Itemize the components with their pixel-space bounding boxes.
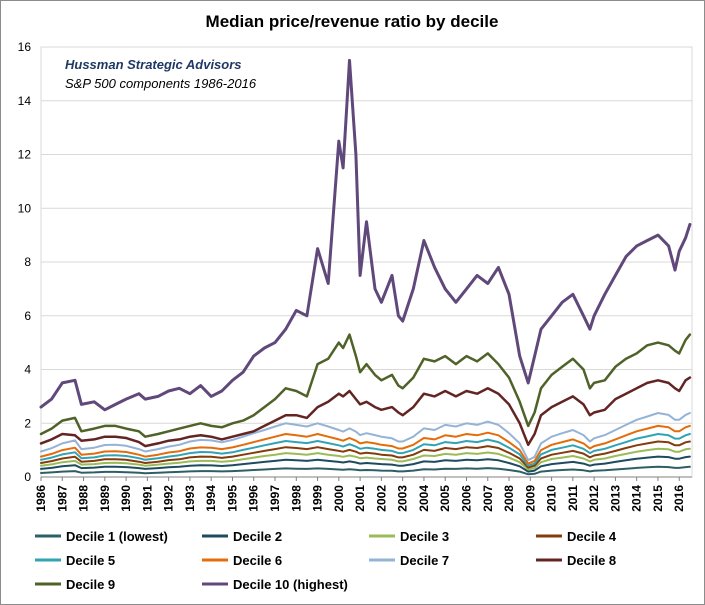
series-line bbox=[40, 455, 691, 473]
series-line bbox=[40, 465, 691, 476]
legend: Decile 1 (lowest) Decile 2 Decile 3 Decile … bbox=[35, 529, 617, 592]
y-tick-label: 4 bbox=[24, 363, 31, 377]
x-tick-label: 2015 bbox=[651, 485, 665, 512]
x-tick-label: 1986 bbox=[34, 485, 48, 512]
x-tick-label: 1991 bbox=[140, 485, 154, 512]
legend-label: Decile 5 bbox=[66, 553, 115, 568]
legend-label: Decile 10 (highest) bbox=[233, 577, 348, 592]
x-tick-label: 2006 bbox=[459, 485, 473, 512]
x-tick-label: 2007 bbox=[481, 485, 495, 512]
legend-label: Decile 8 bbox=[567, 553, 616, 568]
chart-title: Median price/revenue ratio by decile bbox=[206, 12, 499, 31]
y-axis: 0 2 4 6 8 10 12 14 16 bbox=[18, 40, 32, 484]
x-tick-label: 2014 bbox=[630, 485, 644, 512]
x-tick-label: 2003 bbox=[396, 485, 410, 512]
x-tick-label: 2001 bbox=[353, 485, 367, 512]
y-tick-label: 8 bbox=[24, 255, 31, 269]
y-tick-label: 10 bbox=[18, 201, 32, 215]
x-tick-label: 1998 bbox=[289, 485, 303, 512]
series-lines bbox=[39, 58, 692, 476]
legend-label: Decile 9 bbox=[66, 577, 115, 592]
x-tick-label: 2000 bbox=[332, 485, 346, 512]
series-line bbox=[39, 58, 692, 412]
x-tick-label: 1999 bbox=[311, 485, 325, 512]
gridlines bbox=[40, 46, 693, 478]
x-tick-label: 1996 bbox=[247, 485, 261, 512]
x-tick-label: 2005 bbox=[438, 485, 452, 512]
series-line bbox=[40, 440, 691, 469]
legend-label: Decile 2 bbox=[233, 529, 282, 544]
x-tick-label: 2011 bbox=[566, 485, 580, 511]
series-line bbox=[39, 333, 692, 438]
x-tick-label: 1995 bbox=[225, 485, 239, 512]
y-tick-label: 14 bbox=[18, 94, 32, 108]
x-tick-label: 1994 bbox=[204, 485, 218, 512]
y-tick-label: 16 bbox=[18, 40, 32, 54]
legend-label: Decile 7 bbox=[400, 553, 449, 568]
x-tick-label: 1988 bbox=[77, 485, 91, 512]
y-tick-label: 0 bbox=[24, 470, 31, 484]
x-tick-label: 2010 bbox=[545, 485, 559, 512]
series-line bbox=[40, 433, 691, 467]
x-tick-label: 1987 bbox=[55, 485, 69, 512]
x-tick-label: 1989 bbox=[98, 485, 112, 512]
legend-label: Decile 1 (lowest) bbox=[66, 529, 168, 544]
x-tick-label: 2009 bbox=[523, 485, 537, 512]
x-tick-label: 1992 bbox=[162, 485, 176, 512]
x-tick-label: 2013 bbox=[608, 485, 622, 512]
series-line bbox=[40, 424, 691, 465]
x-tick-label: 2004 bbox=[417, 485, 431, 512]
series-line bbox=[39, 376, 692, 448]
x-axis: 1986 1987 1988 1989 1990 1991 1992 1993 1994 1995… bbox=[34, 477, 686, 512]
legend-label: Decile 3 bbox=[400, 529, 449, 544]
y-tick-label: 2 bbox=[24, 416, 31, 430]
legend-label: Decile 6 bbox=[233, 553, 282, 568]
x-tick-label: 2002 bbox=[374, 485, 388, 512]
series-line bbox=[40, 412, 691, 462]
x-tick-label: 1993 bbox=[183, 485, 197, 512]
annotation-subtitle: S&P 500 components 1986-2016 bbox=[65, 76, 257, 91]
legend-label: Decile 4 bbox=[567, 529, 617, 544]
annotation-source: Hussman Strategic Advisors bbox=[65, 57, 242, 72]
x-tick-label: 1990 bbox=[119, 485, 133, 512]
x-tick-label: 2008 bbox=[502, 485, 516, 512]
x-tick-label: 1997 bbox=[268, 485, 282, 512]
y-tick-label: 6 bbox=[24, 309, 31, 323]
series-line bbox=[40, 447, 691, 471]
x-tick-label: 2016 bbox=[672, 485, 686, 512]
y-tick-label: 12 bbox=[18, 148, 32, 162]
x-tick-label: 2012 bbox=[587, 485, 601, 512]
